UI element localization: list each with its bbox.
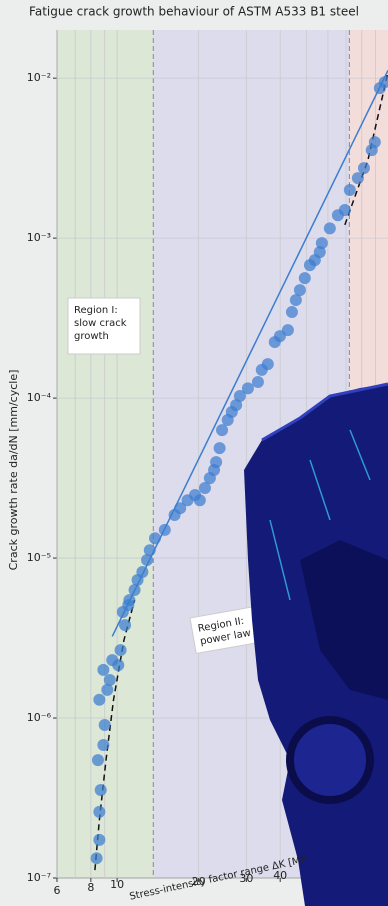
y-tick-label: 10⁻⁶ — [27, 711, 52, 724]
x-tick-label: 6 — [54, 884, 61, 897]
data-point — [136, 566, 148, 578]
data-point — [294, 284, 306, 296]
page: {"chart_data": { "type": "scatter", "tit… — [0, 0, 388, 906]
data-point — [92, 754, 104, 766]
data-point — [144, 544, 156, 556]
data-point — [358, 162, 370, 174]
data-point — [97, 664, 109, 676]
data-point — [352, 172, 364, 184]
y-tick-label: 10⁻⁴ — [27, 391, 52, 404]
y-tick-label: 10⁻⁷ — [27, 871, 51, 884]
data-point — [112, 659, 124, 671]
y-tick-label: 10⁻² — [27, 71, 51, 84]
data-point — [95, 784, 107, 796]
data-point — [210, 456, 222, 468]
data-point — [97, 739, 109, 751]
annotation-text: growth — [74, 331, 109, 342]
annotation-text: Region I: — [74, 305, 118, 316]
data-point — [282, 324, 294, 336]
data-point — [339, 204, 351, 216]
data-point — [286, 306, 298, 318]
data-point — [252, 376, 264, 388]
data-point — [242, 382, 254, 394]
data-point — [316, 237, 328, 249]
data-point — [91, 852, 103, 864]
data-point — [214, 442, 226, 454]
data-point — [159, 524, 171, 536]
data-point — [93, 834, 105, 846]
region-background — [57, 30, 153, 878]
x-tick-label: 8 — [87, 881, 94, 894]
chart-title: Fatigue crack growth behaviour of ASTM A… — [29, 5, 359, 19]
data-point — [104, 674, 116, 686]
y-tick-label: 10⁻⁵ — [27, 551, 51, 564]
x-tick-label: 10 — [110, 878, 124, 891]
data-point — [262, 358, 274, 370]
data-point — [115, 644, 127, 656]
data-point — [93, 694, 105, 706]
data-point — [149, 532, 161, 544]
data-point — [216, 424, 228, 436]
data-point — [324, 222, 336, 234]
y-axis-label: Crack growth rate da/dN [mm/cycle] — [7, 370, 20, 571]
annotation: Region I: slow crack growth — [68, 298, 140, 354]
overlay-part-bore — [290, 720, 370, 800]
data-point — [122, 599, 134, 611]
data-point — [99, 719, 111, 731]
chart: 10⁻⁷10⁻⁶10⁻⁵10⁻⁴10⁻³10⁻²6810203040 Regio… — [0, 0, 388, 906]
data-point — [119, 619, 131, 631]
data-point — [93, 806, 105, 818]
data-point — [194, 494, 206, 506]
data-point — [344, 184, 356, 196]
data-point — [299, 272, 311, 284]
y-tick-label: 10⁻³ — [27, 231, 51, 244]
data-point — [369, 136, 381, 148]
annotation-text: slow crack — [74, 318, 127, 329]
